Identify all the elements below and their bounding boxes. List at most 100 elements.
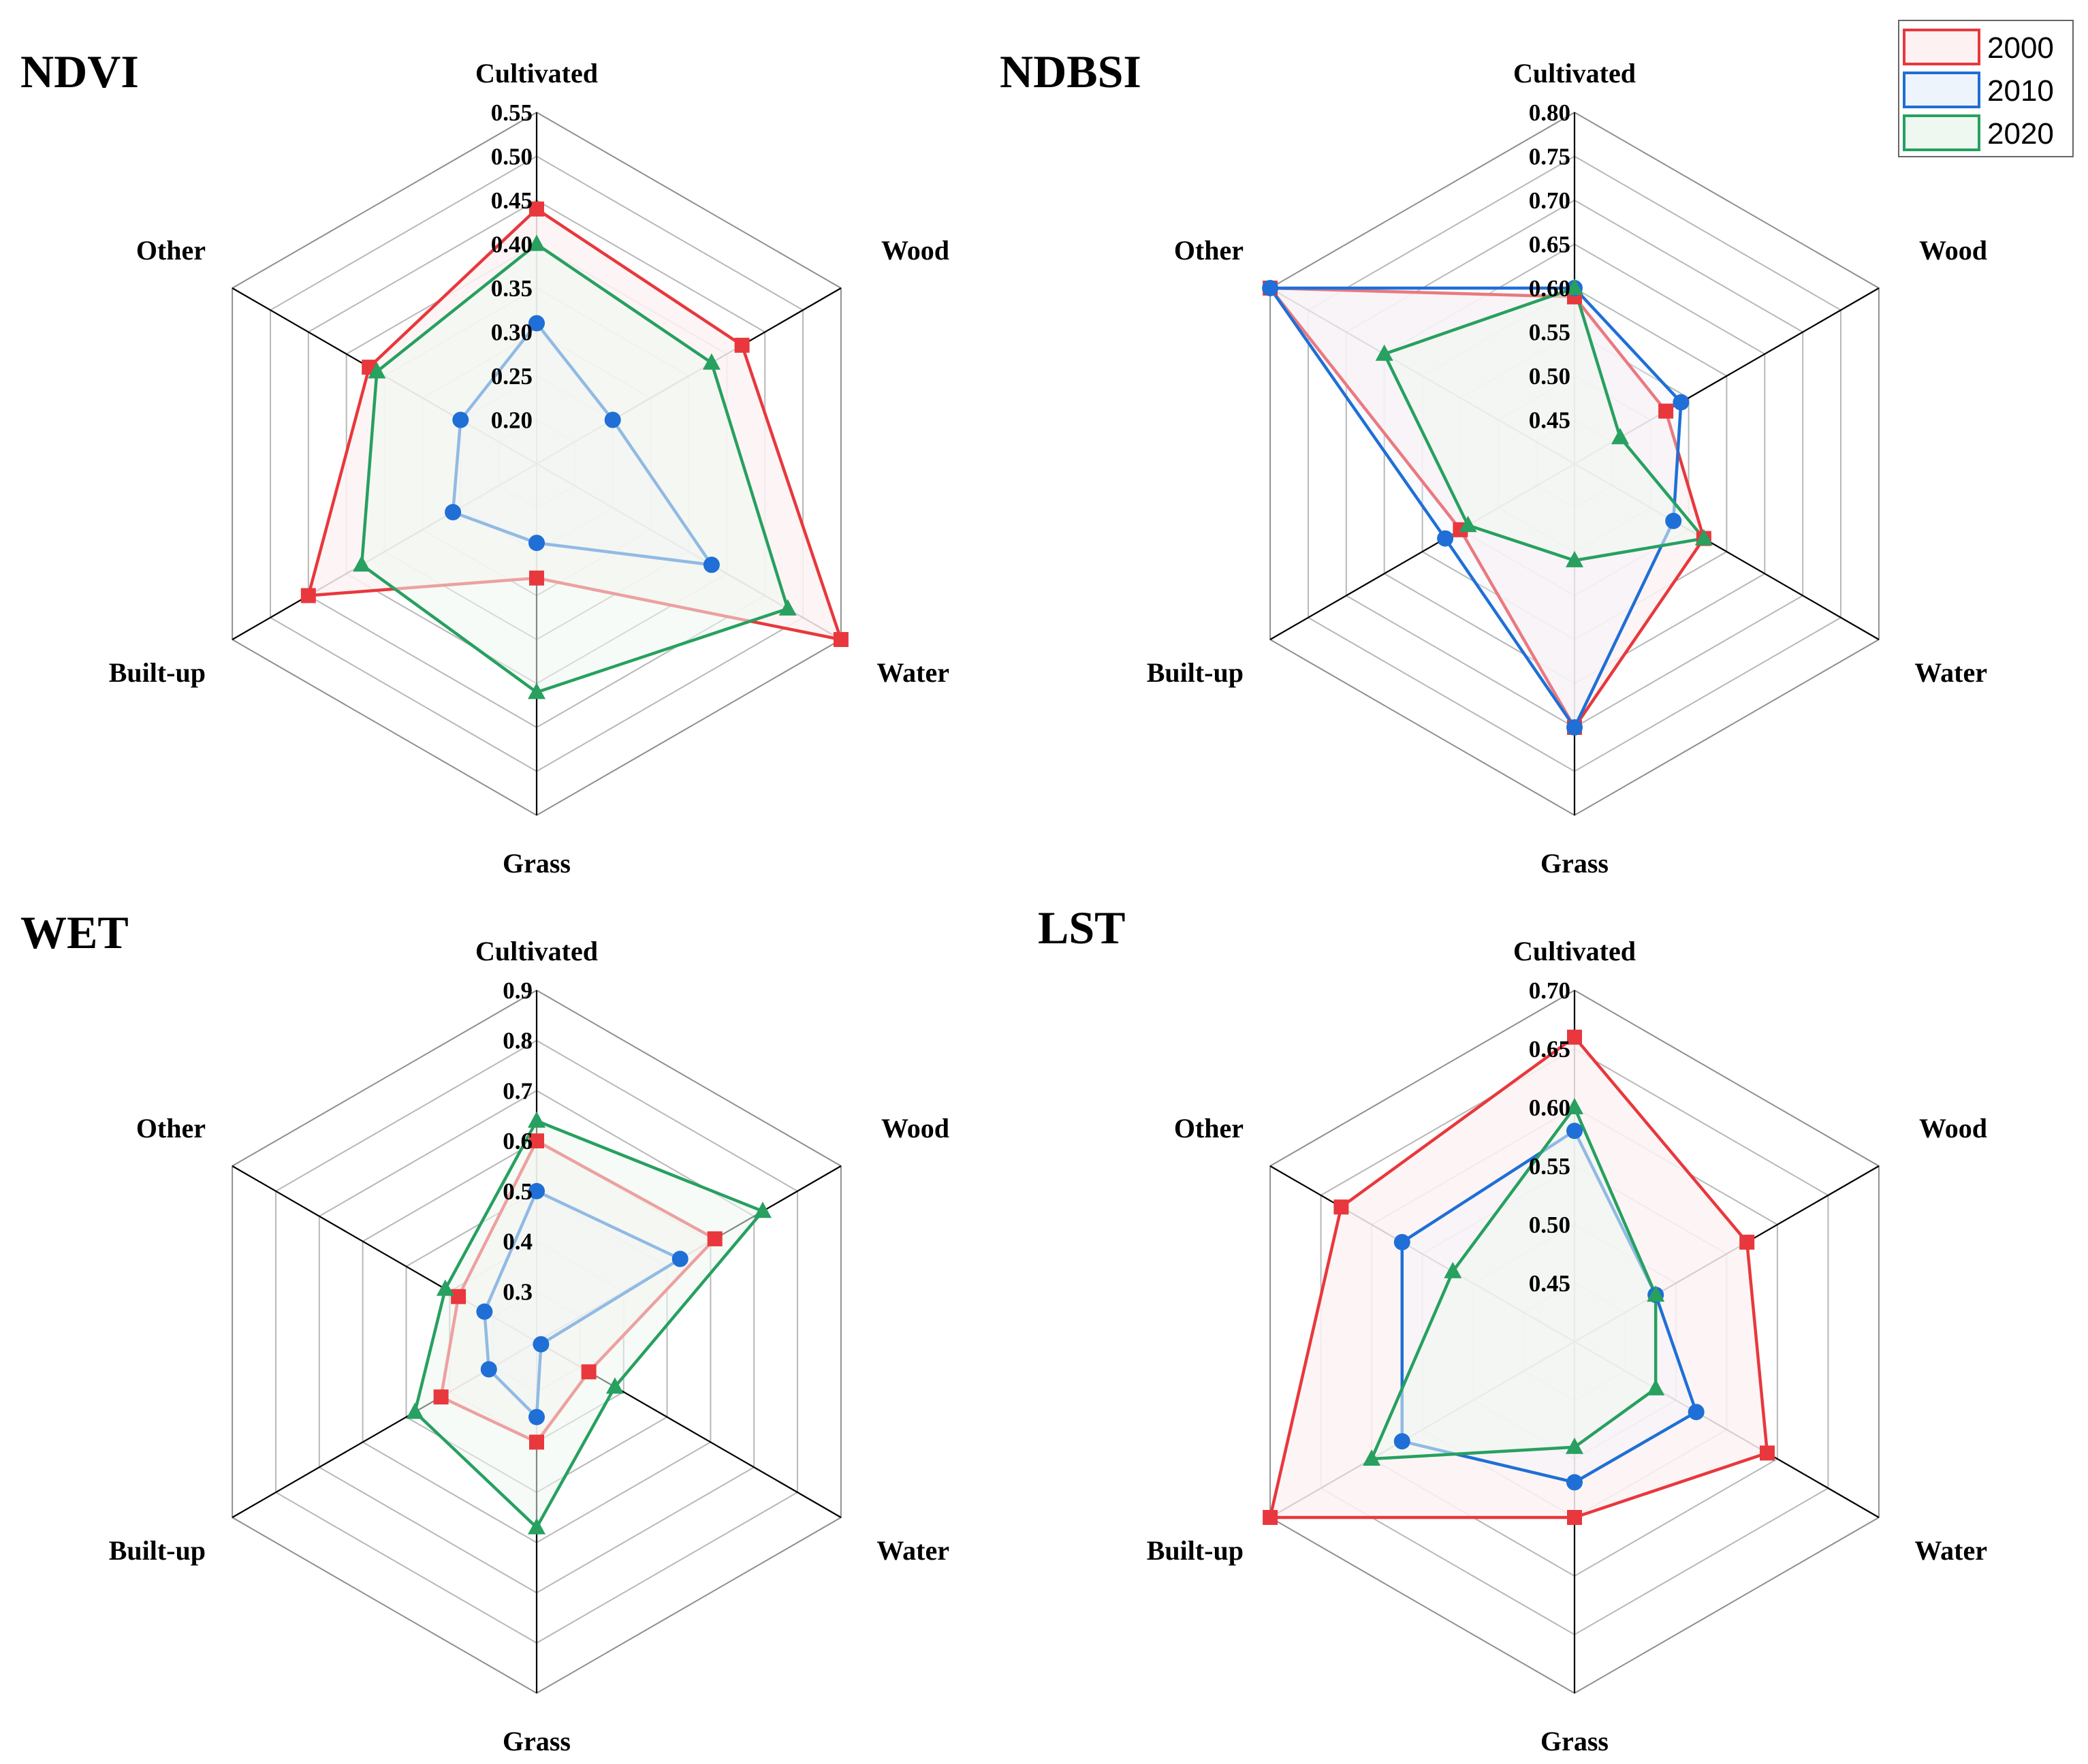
series-2020-point-other — [436, 1279, 454, 1296]
series-2020-point-cultivated — [1566, 279, 1583, 295]
tick-label: 0.20 — [491, 407, 533, 434]
series-2010-point-built-up — [1393, 1433, 1410, 1450]
tick-label: 0.35 — [491, 275, 533, 302]
legend-swatch-2000 — [1903, 29, 1980, 65]
series-2020-point-grass — [1566, 550, 1583, 567]
tick-label: 0.40 — [491, 232, 533, 258]
series-2020-point-water — [778, 599, 797, 616]
series-2010-point-grass — [1566, 719, 1583, 736]
series-2000-point-other — [451, 1289, 466, 1304]
radar-panel-wet: WET 0.3 0.4 0.5 0.6 0.7 0.8 0.9 Cultivated Wood Wa… — [20, 907, 949, 1757]
series-2010-point-wood — [671, 1250, 689, 1267]
series-2000-point-wood — [734, 337, 750, 353]
series-2000-point-water — [1760, 1445, 1775, 1461]
series-2020-point-water — [1694, 529, 1713, 546]
series-2000-point-water — [833, 632, 849, 647]
panel-title: NDBSI — [1000, 46, 1141, 97]
axis-label-wood: Wood — [881, 235, 949, 266]
panel-title: NDVI — [20, 46, 139, 97]
axis-label-cultivated: Cultivated — [475, 936, 598, 966]
legend-item-2000: 2000 — [1903, 29, 2054, 65]
tick-label: 0.65 — [1529, 232, 1570, 258]
series-2010-point-other — [1262, 280, 1279, 296]
series-2020-point-wood — [1611, 428, 1629, 445]
series-2010-point-water — [533, 1336, 550, 1353]
axis-label-water: Water — [1914, 657, 1987, 688]
legend: 2000 2010 2020 — [1898, 20, 2074, 157]
series-2020-point-wood — [754, 1201, 772, 1218]
series-2010-point-cultivated — [1566, 1122, 1583, 1139]
series-2000-point-cultivated — [529, 201, 544, 217]
tick-label: 0.60 — [1529, 275, 1570, 302]
legend-label-2020: 2020 — [1987, 117, 2054, 151]
tick-label: 0.55 — [1529, 1153, 1570, 1180]
tick-label: 0.9 — [503, 977, 533, 1004]
axis-label-grass: Grass — [503, 1726, 571, 1757]
tick-label: 0.45 — [491, 187, 533, 214]
series-2020-point-wood — [1647, 1285, 1665, 1302]
series-2020-point-built-up — [1363, 1449, 1381, 1466]
series-2020-point-cultivated — [528, 234, 545, 251]
axis-label-wood: Wood — [1919, 235, 1987, 266]
tick-label: 0.8 — [503, 1028, 533, 1054]
tick-label: 0.7 — [503, 1077, 533, 1104]
radar-panel-ndbsi: NDBSI 0.45 0.50 0.55 0.60 0.65 0.70 0.75 0.80 Cul… — [1000, 46, 1987, 879]
axis-label-grass: Grass — [503, 848, 571, 879]
radar-panels: NDVI 0.20 0.25 0.30 0.35 0.40 0.45 0.50 0.55 Cult… — [20, 46, 1987, 1757]
axis-label-wood: Wood — [881, 1113, 949, 1144]
series-2020-point-grass — [1566, 1437, 1583, 1454]
axis-label-wood: Wood — [1919, 1113, 1987, 1144]
series-2020-point-water — [605, 1377, 624, 1394]
series-2020-point-grass — [528, 1517, 545, 1534]
series-2020-point-other — [368, 362, 386, 379]
tick-label: 0.50 — [1529, 1212, 1570, 1238]
tick-label: 0.6 — [503, 1128, 533, 1154]
series-2000-point-grass — [529, 570, 544, 586]
axis-label-water: Water — [876, 1535, 949, 1566]
series-2010-point-water — [1665, 512, 1682, 529]
axis-label-built-up: Built-up — [1147, 657, 1244, 688]
series-2000-point-cultivated — [1567, 1029, 1582, 1045]
axis-label-built-up: Built-up — [109, 657, 206, 688]
tick-label: 0.45 — [1529, 407, 1570, 434]
series-2000-point-built-up — [1263, 1510, 1278, 1525]
tick-label: 0.75 — [1529, 144, 1570, 170]
series-2000-point-wood — [1658, 403, 1674, 419]
series-2010-point-water — [703, 556, 720, 573]
axis-label-other: Other — [1174, 1113, 1244, 1144]
series-2020-point-water — [1647, 1379, 1665, 1396]
series-2000-point-other — [1333, 1199, 1349, 1215]
legend-label-2000: 2000 — [1987, 31, 2054, 65]
tick-label: 0.80 — [1529, 99, 1570, 126]
axis-label-cultivated: Cultivated — [1513, 936, 1636, 966]
axis-label-cultivated: Cultivated — [1513, 58, 1636, 89]
tick-label: 0.45 — [1529, 1270, 1570, 1297]
series-2020-point-other — [1375, 344, 1393, 361]
series-2000-point-built-up — [433, 1389, 449, 1405]
tick-label: 0.50 — [1529, 363, 1570, 390]
series-2010-point-other — [452, 411, 469, 428]
axis-label-other: Other — [136, 235, 206, 266]
tick-label: 0.30 — [491, 319, 533, 346]
series-2020-point-other — [1444, 1261, 1462, 1278]
series-2000-point-grass — [529, 1434, 544, 1450]
series-2010-point-wood — [1673, 394, 1690, 411]
series-2010-point-built-up — [445, 504, 462, 520]
tick-label: 0.50 — [491, 144, 533, 170]
tick-label: 0.60 — [1529, 1094, 1570, 1121]
legend-swatch-2010 — [1903, 72, 1980, 108]
axis-label-built-up: Built-up — [1147, 1535, 1244, 1566]
series-2010-point-built-up — [480, 1361, 497, 1378]
series-2020-point-built-up — [1459, 516, 1477, 533]
series-2010-point-grass — [528, 1408, 545, 1426]
series-2020-point-cultivated — [1566, 1098, 1583, 1114]
axis-label-grass: Grass — [1540, 848, 1609, 879]
series-2020-point-built-up — [406, 1402, 424, 1419]
panel-title: WET — [20, 907, 129, 958]
series-2000-point-grass — [1567, 1510, 1582, 1525]
tick-label: 0.65 — [1529, 1036, 1570, 1062]
legend-item-2020: 2020 — [1903, 114, 2054, 151]
series-2020-point-grass — [528, 682, 545, 699]
radar-panel-lst: LST 0.45 0.50 0.55 0.60 0.65 0.70 Cultivated Woo… — [1038, 902, 1987, 1757]
